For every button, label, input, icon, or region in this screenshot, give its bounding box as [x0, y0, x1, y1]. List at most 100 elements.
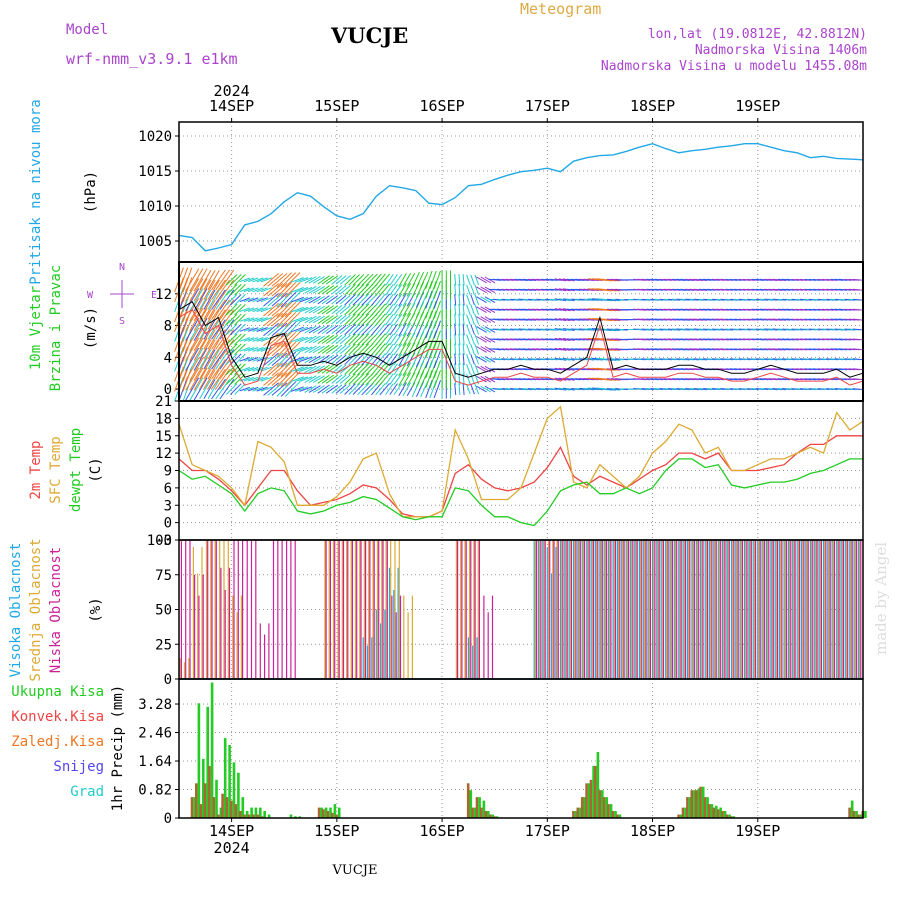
precip-total-bar	[864, 811, 867, 818]
precip-total-bar	[618, 814, 622, 818]
wind-arrow	[317, 305, 330, 315]
wind-arrow	[335, 324, 347, 335]
wind-arrow	[476, 365, 487, 373]
pressure-unit: (hPa)	[83, 171, 99, 213]
wind-arrow	[420, 281, 429, 298]
wind-arrow	[429, 360, 437, 379]
wind-arrow	[425, 350, 433, 369]
wind-arrow	[225, 323, 238, 336]
precip-total-bar	[487, 811, 490, 818]
wind-arrow	[230, 284, 242, 296]
wind-arrow	[225, 284, 238, 296]
y-tick-label: 0.82	[138, 783, 172, 799]
wind-arrow	[252, 307, 264, 313]
wind-arrow	[474, 324, 480, 335]
y-tick-label: 1.64	[138, 754, 172, 770]
wind-arrow	[243, 386, 255, 392]
wind-arrow	[344, 373, 356, 385]
wind-arrow	[211, 269, 226, 291]
wind-arrow	[852, 338, 864, 341]
cloud-mid-ylabel: Srednja Oblacnost	[28, 538, 44, 681]
wind-arrow	[215, 299, 231, 320]
wind-arrow	[470, 354, 475, 365]
wind-arrow	[178, 366, 189, 392]
wind-arrow	[852, 278, 864, 281]
wind-arrow	[321, 384, 334, 394]
precip-legend-3: Snijeg	[53, 759, 104, 775]
wind-arrow	[425, 290, 433, 309]
wind-arrow	[466, 354, 471, 365]
wind-arrow	[389, 274, 398, 286]
precip-total-bar	[693, 790, 696, 818]
wind-arrow	[321, 305, 334, 315]
wind-arrow	[331, 324, 343, 335]
wind-arrow	[312, 375, 325, 383]
wind-arrow	[365, 323, 378, 336]
wind-arrow	[185, 337, 200, 361]
precip-total-bar	[197, 703, 201, 818]
wind-arrow	[476, 355, 487, 363]
precip-total-bar	[491, 814, 494, 818]
wind-arrow	[357, 303, 370, 316]
wind-arrow	[182, 297, 193, 323]
wind-arrow	[361, 313, 374, 326]
wind-arrow	[454, 343, 457, 356]
wind-arrow	[207, 329, 220, 350]
wind-arrow	[361, 373, 374, 386]
wind-arrow	[335, 275, 347, 285]
wind-arrow	[207, 379, 220, 400]
wind-arrow	[371, 273, 382, 287]
precip-conv-bar	[225, 797, 229, 818]
precip-total-bar	[715, 805, 718, 818]
model-label: Model	[66, 22, 108, 38]
wind-speed-line	[178, 301, 864, 378]
wind-arrow	[466, 383, 471, 395]
wind-arrow	[852, 358, 864, 361]
wind-arrow	[290, 316, 304, 323]
wind-arrow	[558, 278, 571, 282]
wind-arrow	[299, 336, 313, 343]
wind-arrow	[393, 313, 403, 326]
wind-arrow	[299, 306, 313, 313]
wind-arrow	[308, 325, 321, 334]
wind-arrow	[256, 307, 268, 313]
precip-total-bar	[596, 752, 600, 818]
precip-total-bar	[592, 765, 595, 818]
precip-conv-bar	[466, 783, 470, 819]
wind-arrow	[335, 364, 347, 374]
precip-total-bar	[473, 807, 477, 818]
wind-arrow	[402, 332, 412, 347]
wind-arrow	[398, 302, 407, 317]
wind-arrow	[290, 306, 304, 313]
wind-arrow	[331, 334, 343, 345]
wind-arrow	[420, 361, 429, 378]
wind-arrow	[263, 382, 279, 396]
wind-arrow	[385, 284, 394, 296]
wind-arrow	[398, 352, 407, 367]
wind-arrow	[389, 383, 398, 395]
wind-arrow	[433, 300, 441, 319]
precip-conv-bar	[589, 779, 593, 818]
temp2m-ylabel: 2m Temp	[28, 440, 44, 499]
wind-arrow	[304, 385, 317, 393]
wind-arrow	[402, 302, 412, 317]
wind-arrow	[411, 271, 420, 288]
precip-conv-bar	[857, 814, 860, 818]
wind-arrow	[182, 327, 193, 352]
precip-total-bar	[688, 797, 692, 818]
wind-arrow	[199, 349, 212, 370]
wind-arrow	[331, 374, 343, 384]
wind-arrow	[462, 293, 465, 306]
wind-arrow	[365, 333, 378, 346]
wind-arrow	[852, 328, 864, 331]
precip-total-bar	[294, 816, 297, 818]
wind-arrow	[199, 339, 212, 360]
wind-arrow	[203, 329, 216, 350]
wind-arrow	[480, 336, 492, 343]
wind-arrow	[185, 367, 200, 391]
wind-arrow	[308, 276, 321, 284]
wind-arrow	[393, 373, 403, 385]
precip-conv-bar	[598, 790, 601, 818]
wind-arrow	[339, 285, 351, 295]
wind-arrow	[312, 305, 325, 314]
